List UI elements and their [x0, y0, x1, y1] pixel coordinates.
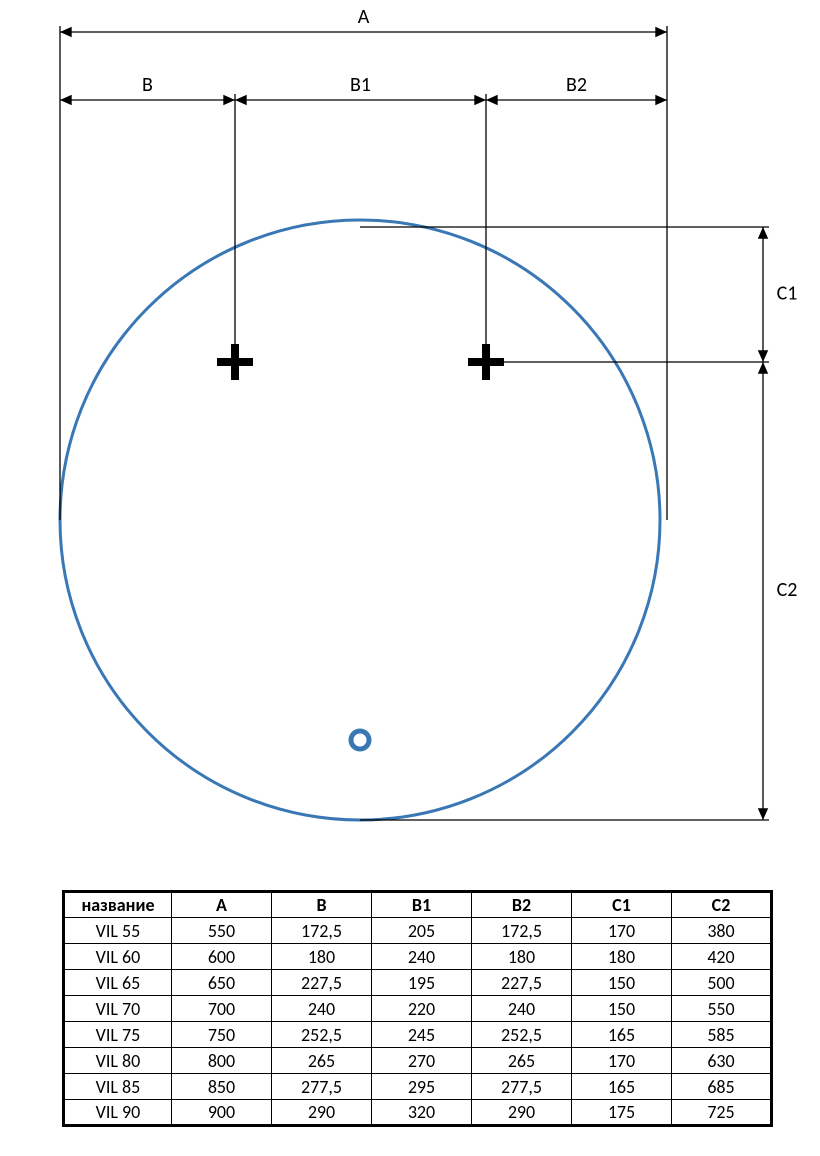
- cell: 175: [572, 1100, 672, 1126]
- cell: 600: [172, 944, 272, 970]
- cell: 227,5: [272, 970, 372, 996]
- cell: 240: [272, 996, 372, 1022]
- col-header-B: B: [272, 892, 372, 918]
- cell: 150: [572, 970, 672, 996]
- cell: 850: [172, 1074, 272, 1100]
- cell: 295: [372, 1074, 472, 1100]
- row-name: VIL 80: [64, 1048, 172, 1074]
- cell: 420: [672, 944, 772, 970]
- cell: 800: [172, 1048, 272, 1074]
- cell: 290: [472, 1100, 572, 1126]
- cell: 220: [372, 996, 472, 1022]
- col-header-C2: C2: [672, 892, 772, 918]
- col-header-A: A: [172, 892, 272, 918]
- table-row: VIL 70700240220240150550: [64, 996, 772, 1022]
- dim-b-label: B: [142, 73, 153, 97]
- row-name: VIL 85: [64, 1074, 172, 1100]
- cell: 265: [272, 1048, 372, 1074]
- row-name: VIL 75: [64, 1022, 172, 1048]
- cell: 180: [272, 944, 372, 970]
- cell: 245: [372, 1022, 472, 1048]
- cell: 380: [672, 918, 772, 944]
- cell: 240: [372, 944, 472, 970]
- cell: 195: [372, 970, 472, 996]
- dim-c2-label: C2: [777, 578, 798, 602]
- small-hole: [351, 731, 369, 749]
- cell: 700: [172, 996, 272, 1022]
- col-header-C1: C1: [572, 892, 672, 918]
- dim-b2-label: B2: [566, 73, 587, 97]
- dim-a-label: A: [358, 5, 370, 29]
- col-header-B2: B2: [472, 892, 572, 918]
- cell: 227,5: [472, 970, 572, 996]
- cell: 685: [672, 1074, 772, 1100]
- cell: 165: [572, 1074, 672, 1100]
- cell: 180: [572, 944, 672, 970]
- cell: 170: [572, 1048, 672, 1074]
- cell: 750: [172, 1022, 272, 1048]
- cell: 650: [172, 970, 272, 996]
- cell: 585: [672, 1022, 772, 1048]
- cell: 290: [272, 1100, 372, 1126]
- cell: 240: [472, 996, 572, 1022]
- table-row: VIL 80800265270265170630: [64, 1048, 772, 1074]
- cell: 265: [472, 1048, 572, 1074]
- col-header-name: название: [64, 892, 172, 918]
- drawing-page: { "diagram":{ "dim_labels":{"A":"A","B":…: [0, 0, 820, 1156]
- dimension-table: названиеABB1B2C1C2 VIL 55550172,5205172,…: [62, 890, 773, 1127]
- cell: 180: [472, 944, 572, 970]
- cell: 252,5: [272, 1022, 372, 1048]
- dim-b1-label: B1: [350, 73, 371, 97]
- cell: 252,5: [472, 1022, 572, 1048]
- row-name: VIL 60: [64, 944, 172, 970]
- table-row: VIL 85850277,5295277,5165685: [64, 1074, 772, 1100]
- table-row: VIL 90900290320290175725: [64, 1100, 772, 1126]
- cell: 165: [572, 1022, 672, 1048]
- cell: 205: [372, 918, 472, 944]
- cell: 320: [372, 1100, 472, 1126]
- table-row: VIL 60600180240180180420: [64, 944, 772, 970]
- row-name: VIL 65: [64, 970, 172, 996]
- dim-c1-label: C1: [777, 281, 798, 305]
- cell: 500: [672, 970, 772, 996]
- table-row: VIL 65650227,5195227,5150500: [64, 970, 772, 996]
- cell: 630: [672, 1048, 772, 1074]
- cell: 277,5: [272, 1074, 372, 1100]
- row-name: VIL 55: [64, 918, 172, 944]
- cell: 900: [172, 1100, 272, 1126]
- cell: 172,5: [272, 918, 372, 944]
- col-header-B1: B1: [372, 892, 472, 918]
- cell: 725: [672, 1100, 772, 1126]
- row-name: VIL 70: [64, 996, 172, 1022]
- cell: 270: [372, 1048, 472, 1074]
- cell: 277,5: [472, 1074, 572, 1100]
- cell: 150: [572, 996, 672, 1022]
- table-row: VIL 75750252,5245252,5165585: [64, 1022, 772, 1048]
- cell: 550: [172, 918, 272, 944]
- dimension-drawing: A B B1 B2 C1 C2: [0, 0, 820, 890]
- row-name: VIL 90: [64, 1100, 172, 1126]
- cell: 170: [572, 918, 672, 944]
- cell: 550: [672, 996, 772, 1022]
- table-row: VIL 55550172,5205172,5170380: [64, 918, 772, 944]
- cell: 172,5: [472, 918, 572, 944]
